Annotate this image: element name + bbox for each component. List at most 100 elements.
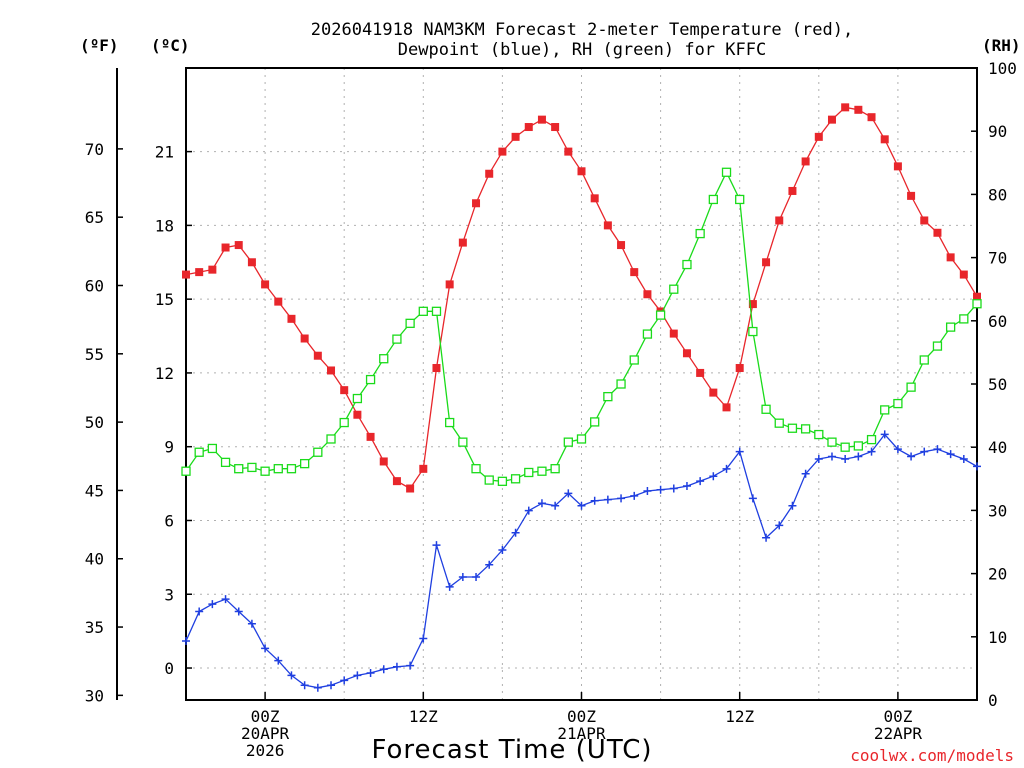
- dewpoint-point: [946, 450, 955, 459]
- dewpoint-point: [472, 573, 481, 582]
- 2-meter-temperature-point: [722, 403, 731, 412]
- dewpoint-point: [788, 501, 797, 510]
- fahrenheit-unit-label: (ºF): [80, 36, 119, 55]
- x-tick-label: 20APR: [241, 724, 290, 743]
- fahrenheit-tick-label: 70: [85, 140, 104, 159]
- rh-tick-label: 60: [988, 312, 1007, 331]
- dewpoint-point: [392, 662, 401, 671]
- fahrenheit-tick-label: 40: [85, 550, 104, 569]
- 2-meter-temperature-point: [893, 162, 902, 171]
- rh-point: [299, 458, 310, 469]
- dewpoint-point: [247, 619, 256, 628]
- dewpoint-point: [762, 533, 771, 542]
- grid: [186, 68, 977, 700]
- 2-meter-temperature-point: [392, 477, 401, 486]
- rh-point: [616, 379, 626, 389]
- rh-point: [603, 391, 613, 402]
- rh-point: [590, 417, 600, 427]
- chart-title: 2026041918 NAM3KM Forecast 2-meter Tempe…: [311, 20, 853, 60]
- celsius-tick-label: 6: [164, 511, 174, 530]
- fahrenheit-tick-label: 45: [85, 481, 104, 500]
- 2-meter-temperature-point: [617, 241, 626, 250]
- rh-point: [893, 398, 903, 409]
- rh-point: [576, 434, 587, 444]
- rh-point: [827, 437, 837, 447]
- celsius-tick-label: 18: [155, 216, 174, 235]
- celsius-tick-label: 3: [164, 585, 174, 604]
- dewpoint-point: [234, 607, 243, 616]
- series: [181, 103, 982, 692]
- 2-meter-temperature-point: [195, 268, 204, 277]
- rh-point: [220, 457, 231, 468]
- rh-point: [181, 466, 191, 476]
- 2-meter-temperature-point: [590, 194, 599, 203]
- dewpoint-point: [827, 452, 836, 461]
- celsius-tick-label: 21: [155, 143, 174, 162]
- rh-point: [352, 393, 363, 404]
- 2-meter-temperature-point: [933, 228, 942, 237]
- 2-meter-temperature-point: [458, 238, 467, 247]
- dewpoint-point: [775, 521, 784, 530]
- 2-meter-temperature-point: [406, 484, 415, 493]
- rh-point: [510, 474, 521, 484]
- dewpoint-point: [498, 545, 507, 554]
- rh-point: [774, 418, 784, 428]
- rh-point: [695, 228, 705, 239]
- dewpoint-point: [682, 482, 691, 491]
- rh-point: [339, 417, 349, 428]
- x-tick-label: 12Z: [409, 707, 438, 726]
- rh-unit-label: (RH): [982, 36, 1021, 55]
- rh-point: [906, 382, 916, 392]
- 2-meter-temperature-point: [801, 157, 810, 166]
- rh-tick-label: 40: [988, 438, 1007, 457]
- 2-meter-temperature-point: [313, 351, 322, 360]
- rh-point: [840, 442, 850, 452]
- rh-point: [365, 374, 376, 385]
- rh-point: [537, 466, 547, 476]
- dewpoint-point: [287, 671, 296, 680]
- rh-tick-label: 80: [988, 185, 1007, 204]
- rh-point: [721, 167, 732, 177]
- rh-point: [273, 464, 283, 474]
- dewpoint-point: [577, 501, 586, 510]
- celsius-tick-label: 15: [155, 290, 174, 309]
- x-tick-label: 00Z: [251, 707, 280, 726]
- rh-point: [866, 434, 877, 445]
- rh-tick-label: 0: [988, 691, 998, 710]
- rh-point: [524, 467, 534, 478]
- 2-meter-temperature-point: [537, 115, 546, 124]
- rh-point: [326, 434, 336, 444]
- dewpoint-point: [274, 656, 283, 665]
- dewpoint-point: [973, 462, 981, 471]
- dewpoint-point: [524, 506, 533, 515]
- rh-point: [761, 404, 771, 414]
- 2-meter-temperature-line: [185, 106, 978, 490]
- rh-point: [497, 476, 508, 486]
- celsius-unit-label: (ºC): [151, 36, 190, 55]
- 2-meter-temperature-point: [300, 334, 309, 343]
- 2-meter-temperature-point: [247, 258, 256, 267]
- dewpoint-point: [208, 600, 217, 609]
- rh-tick-label: 100: [988, 59, 1017, 78]
- rh-point: [392, 334, 402, 344]
- 2-meter-temperature-point: [959, 270, 968, 279]
- fahrenheit-axis: 30 35 40 45 50 55 60 65 70: [85, 140, 123, 705]
- rh-point: [260, 466, 270, 476]
- 2-meter-temperature-point: [920, 216, 929, 225]
- rh-point: [484, 475, 494, 485]
- chart-title-line-2: Dewpoint (blue), RH (green) for KFFC: [398, 40, 766, 60]
- rh-point: [787, 423, 798, 433]
- dewpoint-point: [696, 477, 705, 486]
- 2-meter-temperature-point: [788, 186, 797, 195]
- rh-point: [379, 354, 389, 364]
- dewpoint-point: [933, 445, 942, 454]
- dewpoint-point: [656, 485, 665, 494]
- rh-point: [932, 341, 943, 351]
- rh-point: [194, 447, 204, 457]
- dewpoint-point: [537, 499, 546, 508]
- dewpoint-point: [353, 671, 362, 680]
- 2-meter-temperature-point: [880, 135, 889, 144]
- celsius-tick-label: 9: [164, 438, 174, 457]
- fahrenheit-tick-label: 65: [85, 208, 104, 227]
